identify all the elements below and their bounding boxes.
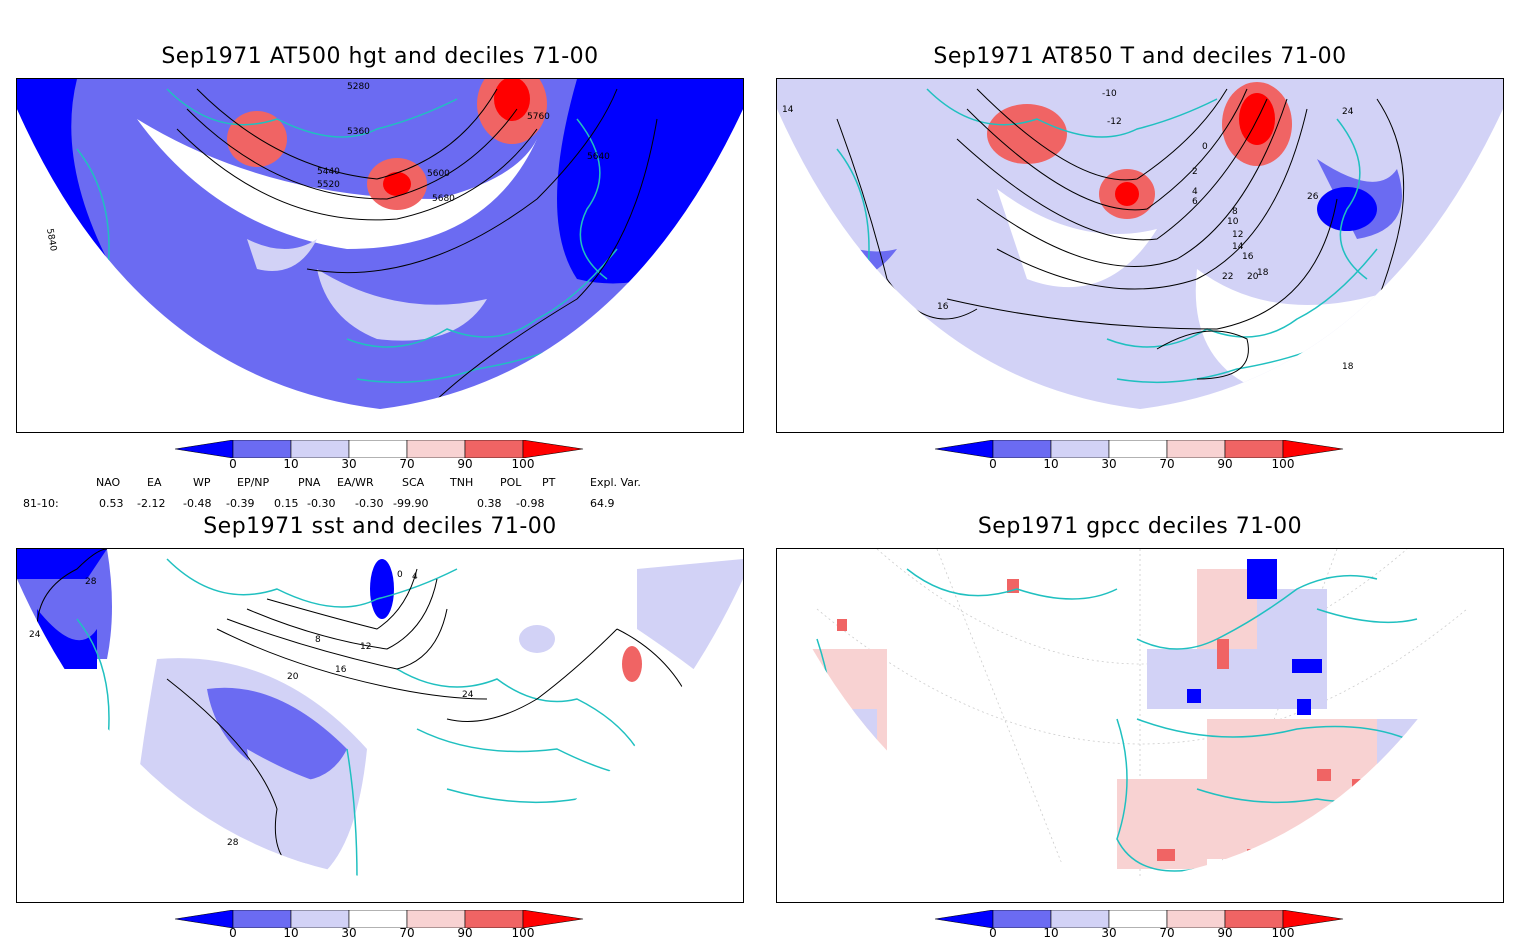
contour-label: 6 [1192, 197, 1198, 207]
colorbar-label: 10 [1043, 457, 1059, 471]
contour-label: 5280 [347, 82, 370, 92]
colorbar-label: 100 [1271, 457, 1295, 471]
contour-label: 20 [1247, 272, 1259, 282]
index-header: PNA [298, 476, 321, 489]
colorbar-label: 90 [457, 457, 473, 471]
contour-label: 22 [1222, 272, 1233, 282]
contour-label: 5440 [317, 167, 340, 177]
index-header: EP/NP [237, 476, 270, 489]
panel3-title: Sep1971 sst and deciles 71-00 [203, 514, 557, 539]
index-value: -0.30 [307, 497, 336, 510]
colorbar-label: 0 [989, 457, 997, 471]
panel4-map [776, 548, 1504, 903]
contour-label: 28 [227, 838, 239, 848]
index-value: -0.48 [183, 497, 212, 510]
index-value: -0.30 [355, 497, 384, 510]
index-value: -99.90 [393, 497, 429, 510]
panel1-title: Sep1971 AT500 hgt and deciles 71-00 [161, 44, 599, 69]
colorbar-panel4: 0 10 30 70 90 100 [934, 909, 1345, 940]
index-row-label: 81-10: [23, 497, 59, 510]
contour-label: 12 [360, 642, 371, 652]
colorbar-label: 30 [1101, 926, 1117, 940]
contour-label: 12 [1232, 230, 1243, 240]
panel4-title: Sep1971 gpcc deciles 71-00 [977, 514, 1303, 539]
contour-label: 5840 [44, 228, 58, 253]
panel3-map: 28 24 16 12 8 4 0 20 24 28 [16, 548, 744, 903]
contour-label: 8 [1232, 207, 1238, 217]
index-header: TNH [450, 476, 474, 489]
index-header: PT [542, 476, 556, 489]
colorbar-label: 0 [229, 457, 237, 471]
colorbar-panel2: 0 10 30 70 90 100 [934, 439, 1345, 474]
panel2-title: Sep1971 AT850 T and deciles 71-00 [933, 44, 1347, 69]
index-header: EA [147, 476, 162, 489]
contour-label: 0 [397, 570, 403, 580]
contour-label: 26 [1307, 192, 1319, 202]
contour-label: 4 [1192, 187, 1198, 197]
index-value: 64.9 [590, 497, 615, 510]
contour-label: 10 [1227, 217, 1239, 227]
contour-label: 28 [85, 577, 97, 587]
colorbar-label: 70 [399, 457, 415, 471]
index-value: 0.38 [477, 497, 502, 510]
panel1-map: 5280 5360 5440 5520 5600 5680 5760 5640 … [16, 78, 744, 433]
index-value: -2.12 [137, 497, 166, 510]
contour-label: 14 [782, 105, 794, 115]
colorbar-label: 0 [229, 926, 237, 940]
colorbar-label: 70 [399, 926, 415, 940]
contour-label: 2 [1192, 167, 1198, 177]
contour-label: 8 [315, 635, 321, 645]
colorbar-label: 70 [1159, 457, 1175, 471]
index-header: SCA [402, 476, 425, 489]
contour-label: 24 [29, 630, 41, 640]
colorbar-panel1: 0 10 30 70 90 100 [174, 439, 585, 474]
colorbar-label: 30 [341, 457, 357, 471]
colorbar-label: 30 [1101, 457, 1117, 471]
colorbar-panel3: 0 10 30 70 90 100 [174, 909, 585, 940]
index-header: POL [500, 476, 522, 489]
index-value: 0.15 [274, 497, 299, 510]
colorbar-label: 90 [1217, 926, 1233, 940]
index-value: -0.39 [226, 497, 255, 510]
contour-label: 16 [937, 302, 949, 312]
contour-label: 5520 [317, 180, 340, 190]
colorbar-label: 70 [1159, 926, 1175, 940]
contour-label: 5600 [427, 169, 450, 179]
index-header: NAO [96, 476, 121, 489]
index-value: -0.98 [516, 497, 545, 510]
colorbar-label: 90 [1217, 457, 1233, 471]
contour-label: 24 [462, 690, 474, 700]
contour-label: 18 [1342, 362, 1354, 372]
contour-label: 14 [1232, 242, 1244, 252]
contour-label: 16 [1242, 252, 1254, 262]
contour-label: 5680 [432, 194, 455, 204]
index-header: EA/WR [337, 476, 374, 489]
colorbar-label: 30 [341, 926, 357, 940]
contour-label: 20 [287, 672, 299, 682]
contour-label: 24 [1342, 107, 1354, 117]
colorbar-label: 100 [1271, 926, 1295, 940]
colorbar-label: 100 [511, 926, 535, 940]
contour-label: 4 [412, 572, 418, 582]
index-header: WP [193, 476, 211, 489]
contour-label: 0 [1202, 142, 1208, 152]
colorbar-label: 100 [511, 457, 535, 471]
contour-label: -10 [1102, 89, 1117, 99]
colorbar-label: 10 [1043, 926, 1059, 940]
contour-label: 5640 [587, 152, 610, 162]
contour-label: 5760 [527, 112, 550, 122]
colorbar-label: 10 [283, 926, 299, 940]
contour-label: -12 [1107, 117, 1122, 127]
index-value: 0.53 [99, 497, 124, 510]
colorbar-label: 0 [989, 926, 997, 940]
index-header: Expl. Var. [590, 476, 641, 489]
colorbar-label: 90 [457, 926, 473, 940]
contour-label: 5360 [347, 127, 370, 137]
panel2-map: -10 -12 0 2 4 6 8 10 12 14 16 18 20 22 2… [776, 78, 1504, 433]
colorbar-label: 10 [283, 457, 299, 471]
contour-label: 16 [335, 665, 347, 675]
contour-label: 18 [1257, 268, 1269, 278]
